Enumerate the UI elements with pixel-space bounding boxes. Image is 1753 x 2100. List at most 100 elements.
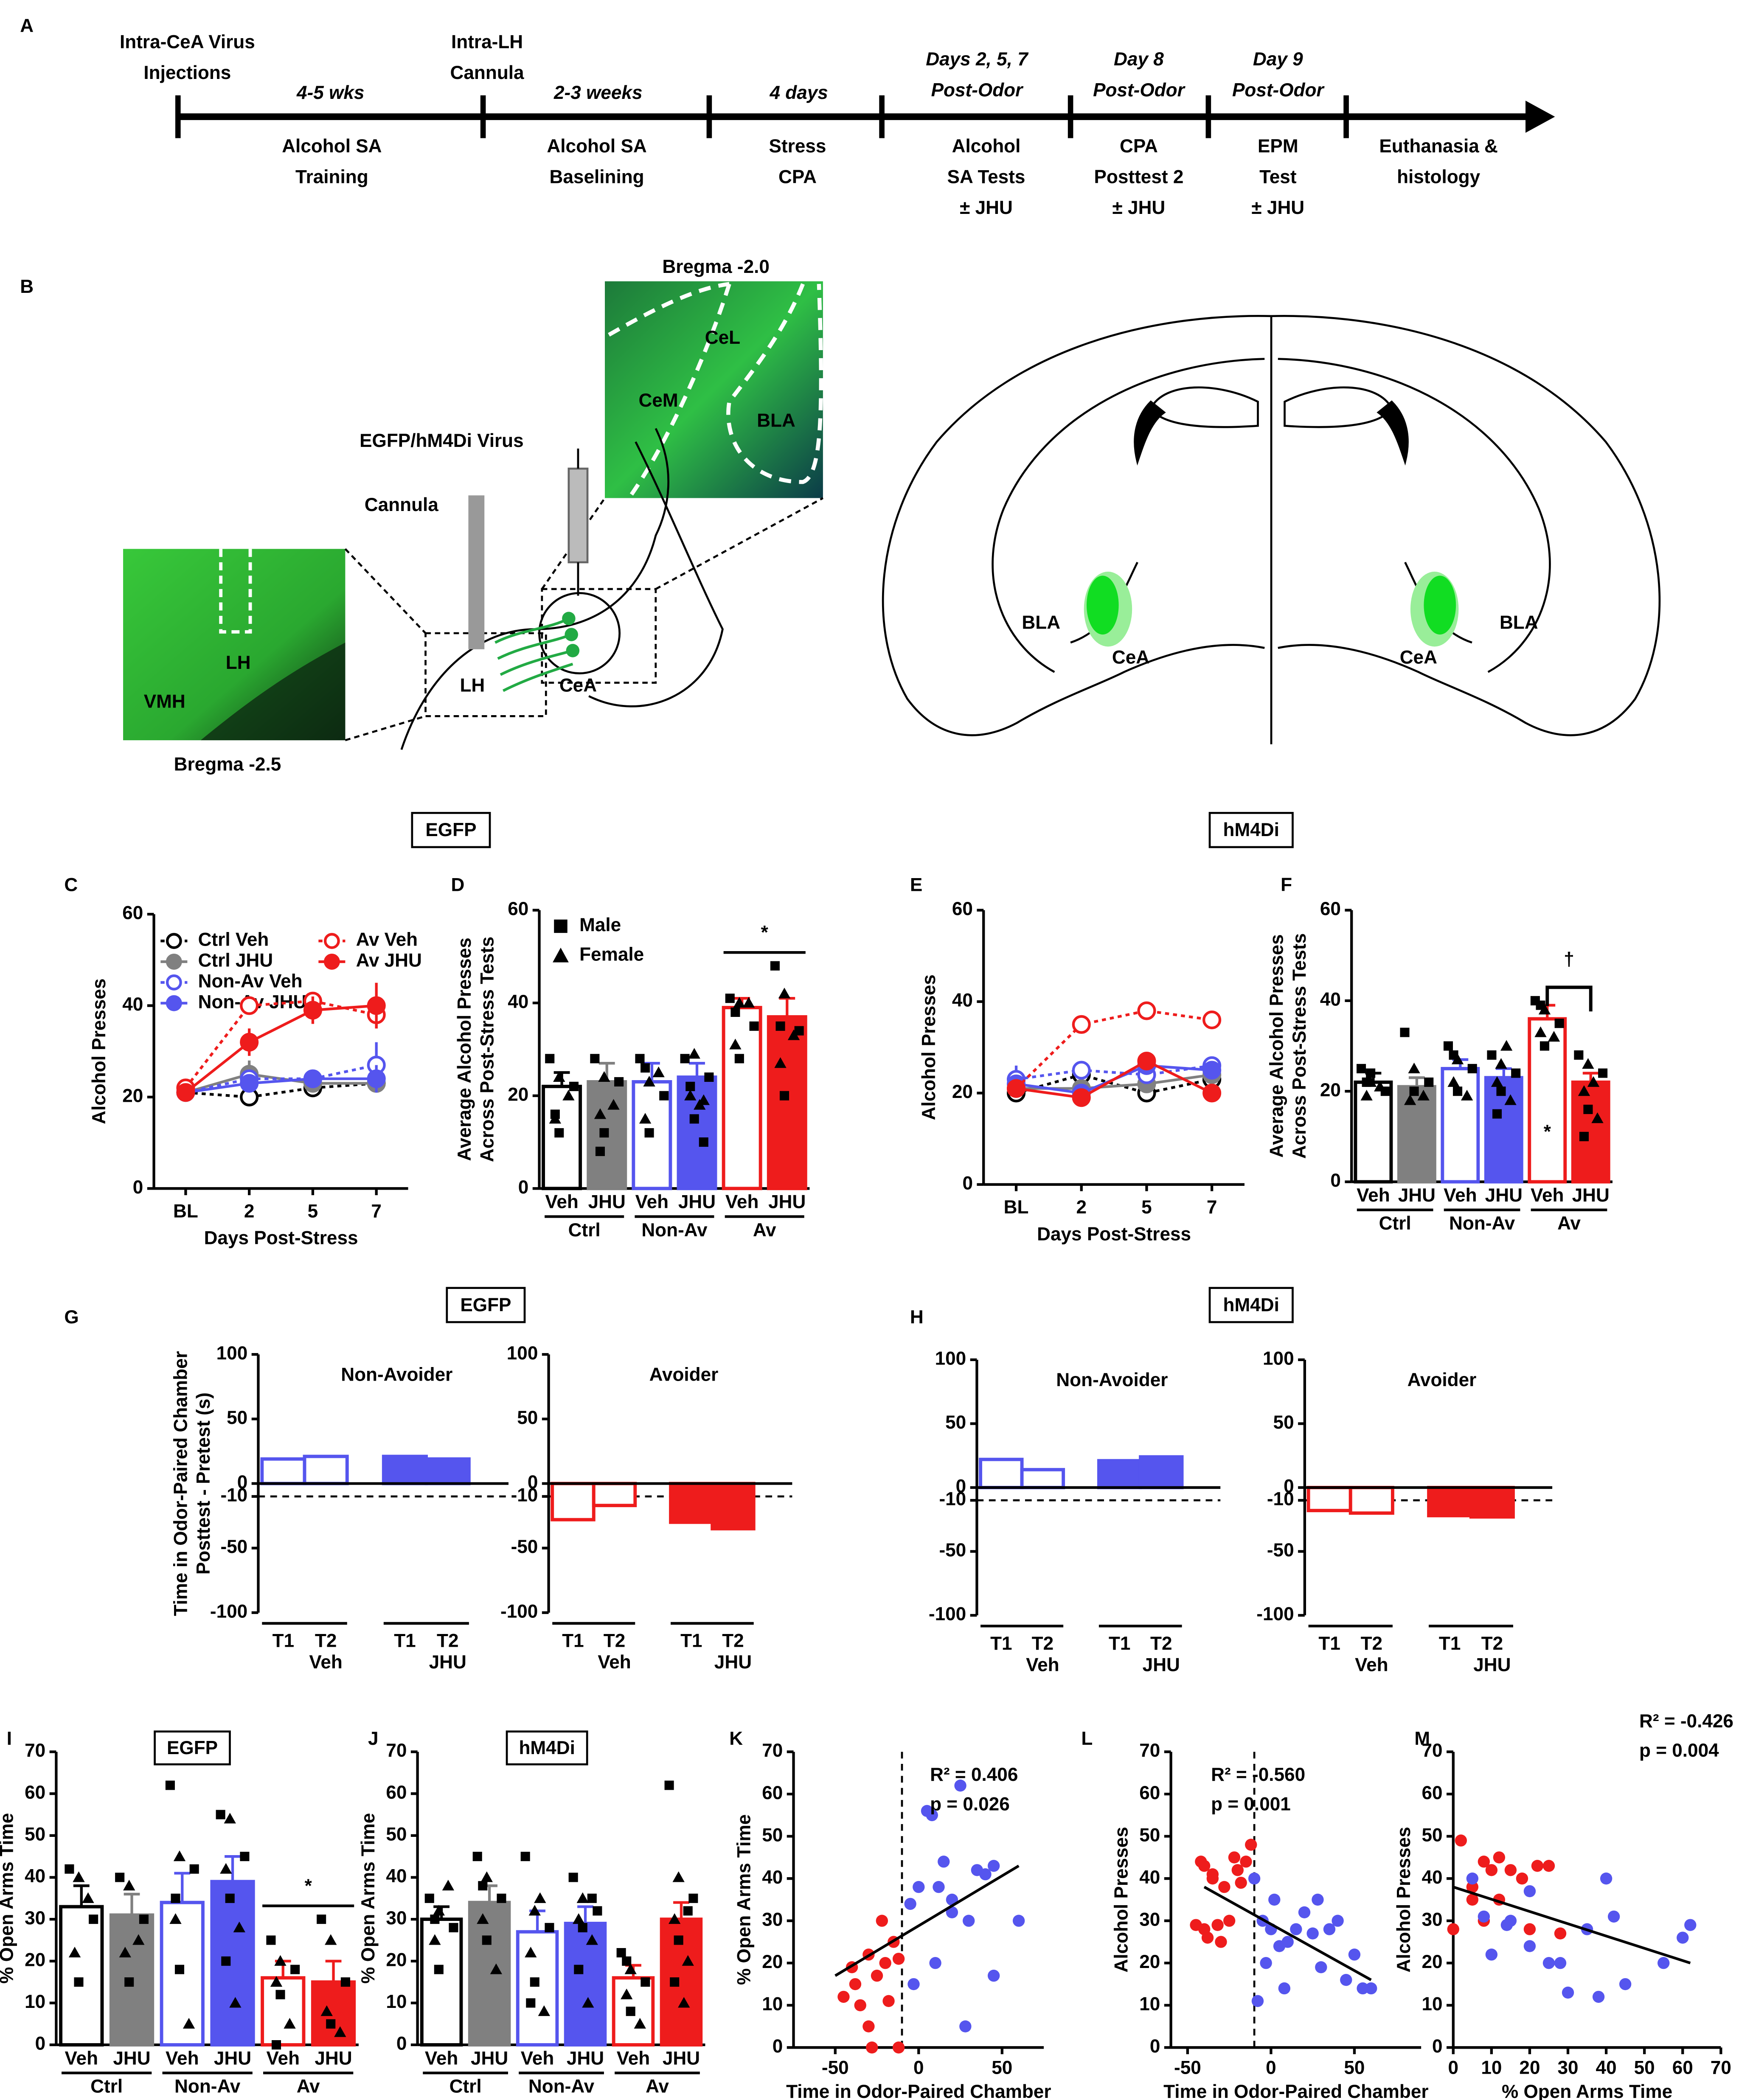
header-box: [1208, 1287, 1294, 1323]
timeline-event: Intra-CeA Virus: [120, 31, 255, 52]
y-tick-label: 60: [386, 1782, 407, 1803]
data-point: [787, 1029, 800, 1040]
data-point: [1539, 1041, 1550, 1051]
point: [1202, 1010, 1222, 1030]
point: [367, 1069, 386, 1088]
point: [1072, 1088, 1091, 1107]
bar: [1354, 1080, 1393, 1184]
point: [240, 996, 259, 1015]
y-axis-label: Average Alcohol Presses: [1266, 934, 1287, 1157]
data-point: [433, 1905, 445, 1916]
y-axis-label: Average Alcohol Presses: [454, 938, 475, 1161]
within-mark: *: [1544, 1121, 1551, 1142]
x-tick-label: JHU: [768, 1192, 806, 1213]
y-axis-label: Alcohol Presses: [919, 974, 939, 1120]
bar: [420, 1918, 463, 2047]
y-tick-label: 100: [216, 1343, 248, 1364]
group-label: JHU: [1143, 1654, 1180, 1675]
bar: [1348, 1485, 1394, 1515]
data-point: [607, 1099, 620, 1110]
timeline-phase: Posttest 2: [1094, 167, 1183, 188]
data-point: [74, 1977, 84, 1987]
diagram-label: Bregma -2.5: [174, 754, 281, 775]
point: [882, 1995, 895, 2007]
point: [1206, 1868, 1219, 1881]
x-tick-label: 20: [1519, 2057, 1540, 2078]
point: [907, 1978, 920, 1991]
timeline-phase: Alcohol SA: [282, 136, 382, 157]
point: [1357, 1982, 1369, 1995]
section-header: hM4Di: [1223, 820, 1279, 840]
point: [1447, 1923, 1459, 1935]
point: [176, 1083, 195, 1102]
section-header: EGFP: [460, 1294, 511, 1315]
x-tick-label: T1: [1318, 1633, 1340, 1654]
data-point: [794, 1026, 804, 1036]
data-point: [1467, 1064, 1477, 1073]
y-tick-label: 10: [1422, 1993, 1442, 2014]
point: [1340, 1974, 1352, 1986]
data-point: [1598, 1068, 1608, 1078]
legend-label: Av Veh: [356, 929, 418, 950]
data-point: [644, 1128, 654, 1138]
y-tick-label: -10: [1267, 1489, 1294, 1510]
data-point: [554, 1128, 564, 1138]
point: [1231, 1864, 1244, 1876]
x-tick-label: JHU: [663, 2048, 700, 2069]
x-tick-label: 0: [1266, 2057, 1276, 2078]
data-point: [326, 2019, 336, 2029]
point: [1466, 1872, 1479, 1885]
y-tick-label: 20: [762, 1951, 783, 1972]
data-point: [1408, 1062, 1420, 1073]
y-tick-label: 40: [952, 990, 973, 1011]
data-point: [480, 1871, 493, 1882]
y-tick-label: 60: [122, 903, 143, 924]
point: [963, 1915, 975, 1927]
point: [1137, 1051, 1156, 1071]
legend-label: Ctrl Veh: [198, 929, 269, 950]
y-tick-label: 100: [935, 1348, 966, 1369]
point: [1202, 1061, 1222, 1080]
y-axis-label: % Open Arms Time: [358, 1813, 379, 1984]
x-tick-label: JHU: [588, 1192, 626, 1213]
data-point: [669, 1913, 681, 1924]
point: [1466, 1893, 1479, 1906]
timeline-phase: ± JHU: [1251, 197, 1304, 218]
data-point: [169, 1913, 182, 1924]
point: [1223, 1915, 1236, 1927]
x-tick-label: Veh: [725, 1192, 759, 1213]
data-point: [528, 1905, 541, 1916]
y-tick-label: -50: [511, 1536, 538, 1557]
y-tick-label: 0: [773, 2036, 783, 2057]
point: [866, 2041, 878, 2054]
x-tick-label: Veh: [635, 1192, 669, 1213]
diagram-label: CeA: [1400, 647, 1437, 668]
data-point: [340, 1977, 350, 1987]
point: [1198, 1860, 1211, 1872]
point: [892, 2041, 905, 2054]
timeline-event: Days 2, 5, 7: [926, 49, 1029, 70]
y-tick-label: 0: [396, 2033, 407, 2054]
data-point: [271, 2040, 281, 2050]
data-point: [165, 1780, 175, 1790]
fit-line: [834, 1864, 1020, 1977]
data-point: [275, 1990, 285, 1999]
legend-label: Ctrl JHU: [198, 950, 273, 971]
legend-marker: [166, 974, 182, 991]
y-tick-label: -50: [939, 1540, 966, 1561]
point: [1600, 1872, 1613, 1885]
significance-mark: *: [761, 922, 769, 943]
y-axis-label: Time in Odor-Paired Chamber: [170, 1351, 191, 1616]
data-point: [598, 1071, 610, 1082]
y-tick-label: 30: [1139, 1909, 1160, 1930]
data-point: [442, 1880, 455, 1891]
point: [1323, 1923, 1336, 1935]
group-label: Av: [646, 2076, 669, 2097]
panel-label: H: [910, 1307, 924, 1328]
y-tick-label: 100: [1263, 1348, 1294, 1369]
x-tick-label: 0: [913, 2057, 924, 2078]
data-point: [684, 1089, 697, 1101]
bar: [669, 1482, 714, 1524]
